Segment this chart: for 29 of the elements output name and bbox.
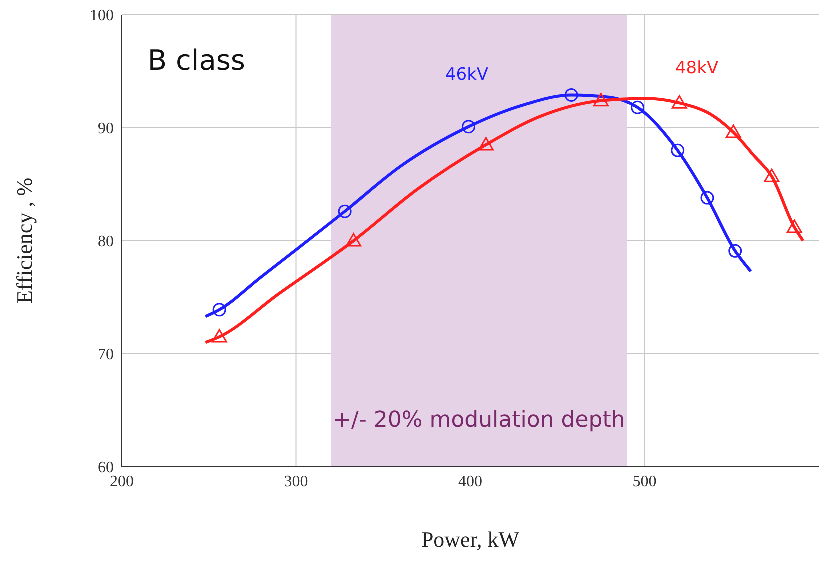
point (346, 233, 362, 247)
point (672, 95, 688, 109)
band-label: +/- 20% modulation depth (333, 408, 626, 433)
point (593, 93, 609, 107)
point (700, 191, 714, 205)
point (338, 204, 352, 218)
y-tick-label: 90 (98, 120, 114, 138)
series-label: 48kV (675, 58, 719, 78)
x-axis-title: Power, kW (421, 527, 520, 552)
point (212, 329, 228, 343)
y-axis-title: Efficiency , % (12, 178, 37, 304)
y-tick-label: 70 (98, 346, 114, 364)
y-tick-label: 100 (90, 8, 114, 25)
point (671, 144, 685, 158)
point (564, 88, 578, 102)
series-label: 46kV (445, 65, 489, 86)
point (462, 120, 476, 134)
point (786, 220, 802, 234)
point (212, 303, 226, 317)
point (764, 168, 780, 182)
point (631, 100, 645, 114)
annotation: B class (148, 44, 246, 78)
x-tick-label: 500 (632, 473, 657, 490)
point (478, 137, 494, 151)
point (728, 244, 742, 258)
y-tick-label: 80 (98, 234, 114, 251)
x-tick-label: 300 (284, 473, 308, 490)
x-tick-label: 400 (458, 473, 482, 490)
point (726, 124, 742, 138)
